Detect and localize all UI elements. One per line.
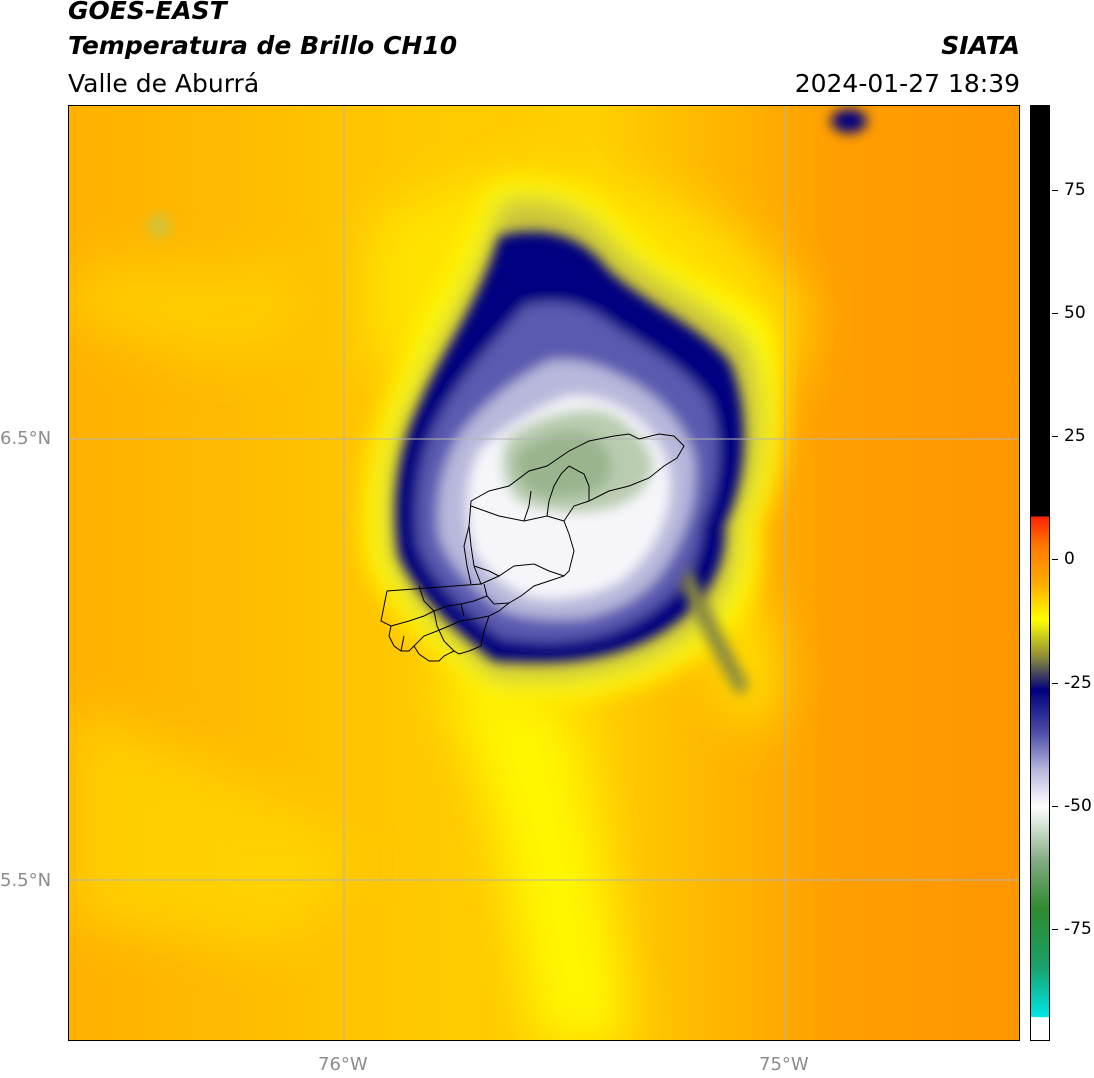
- lat-label-6-5: 6.5°N: [0, 428, 52, 449]
- colorbar-label-50: 50: [1064, 303, 1086, 323]
- product-title: Temperatura de Brillo CH10: [68, 31, 458, 60]
- colorbar-gradient: [1031, 106, 1049, 1040]
- satellite-map: [68, 105, 1020, 1041]
- agency-title: SIATA: [941, 31, 1020, 60]
- lon-label-76w: 76°W: [318, 1054, 368, 1075]
- lat-label-5-5: 5.5°N: [0, 870, 52, 891]
- colorbar-label-0: 0: [1064, 549, 1075, 569]
- brightness-temperature-field: [69, 106, 1019, 1040]
- colorbar-label-25: 25: [1064, 426, 1086, 446]
- satellite-title: GOES-EAST: [68, 0, 227, 25]
- graticule: [69, 106, 1019, 1040]
- lon-label-75w: 75°W: [759, 1054, 809, 1075]
- colorbar: [1030, 105, 1050, 1041]
- municipal-boundaries: [380, 433, 685, 662]
- colorbar-label-minus-50: -50: [1064, 796, 1092, 816]
- region-title: Valle de Aburrá: [68, 69, 260, 98]
- colorbar-label-75: 75: [1064, 180, 1086, 200]
- colorbar-label-minus-75: -75: [1064, 919, 1092, 939]
- datetime-label: 2024-01-27 18:39: [794, 69, 1020, 98]
- colorbar-label-minus-25: -25: [1064, 673, 1092, 693]
